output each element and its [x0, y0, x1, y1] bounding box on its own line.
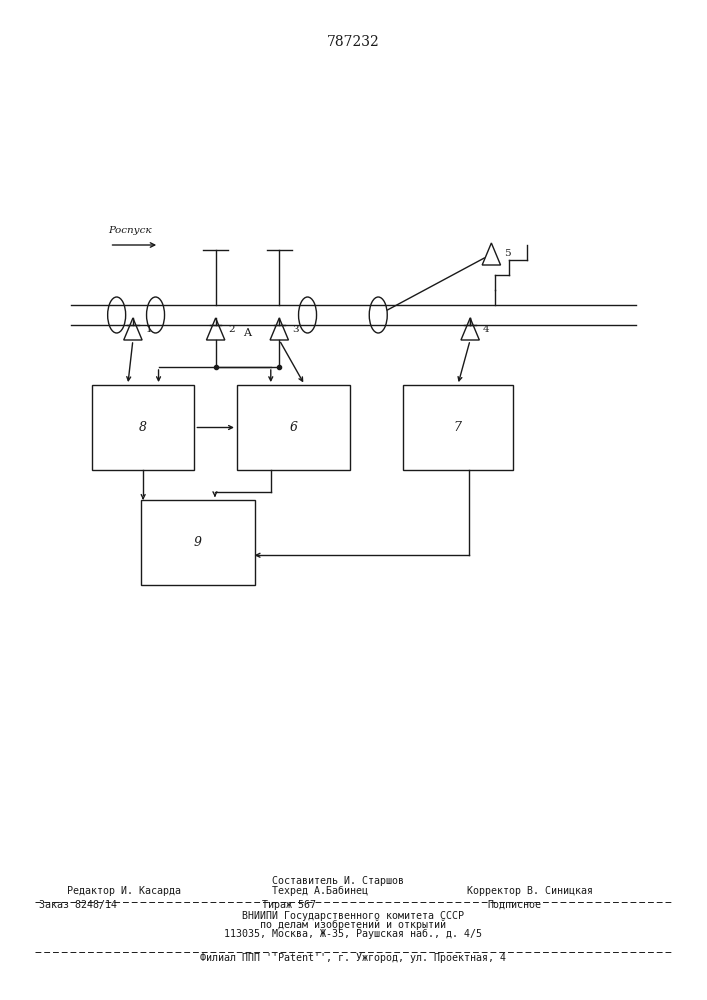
Text: 9: 9	[194, 536, 202, 549]
Bar	[92, 385, 194, 470]
Text: 6: 6	[289, 421, 298, 434]
Text: Тираж 567: Тираж 567	[262, 900, 315, 910]
Text: 4: 4	[483, 324, 489, 334]
Text: Заказ 8248/14: Заказ 8248/14	[39, 900, 117, 910]
Text: по делам изобретений и открытий: по делам изобретений и открытий	[260, 920, 447, 930]
Bar	[403, 385, 513, 470]
Text: 113035, Москва, Ж-35, Раушская наб., д. 4/5: 113035, Москва, Ж-35, Раушская наб., д. …	[225, 929, 482, 939]
Text: 8: 8	[139, 421, 147, 434]
Text: Корректор В. Синицкая: Корректор В. Синицкая	[467, 886, 592, 896]
Text: A: A	[243, 328, 252, 338]
Bar	[141, 500, 255, 585]
Text: 5: 5	[504, 249, 510, 258]
Text: 787232: 787232	[327, 35, 380, 49]
Text: 7: 7	[454, 421, 462, 434]
Text: Филиал ППП ''Patent'', г. Ужгород, ул. Проектная, 4: Филиал ППП ''Patent'', г. Ужгород, ул. П…	[201, 953, 506, 963]
Text: Редактор И. Касарда: Редактор И. Касарда	[67, 886, 181, 896]
Text: Подписное: Подписное	[488, 900, 542, 910]
Bar	[237, 385, 350, 470]
Text: 3: 3	[292, 324, 298, 334]
Text: 2: 2	[228, 324, 235, 334]
Text: ВНИИПИ Государственного комитета СССР: ВНИИПИ Государственного комитета СССР	[243, 911, 464, 921]
Text: Составитель И. Старшов: Составитель И. Старшов	[272, 876, 404, 886]
Text: Техред А.Бабинец: Техред А.Бабинец	[272, 886, 368, 896]
Text: 1: 1	[146, 324, 152, 334]
Text: Роспуск: Роспуск	[108, 226, 152, 235]
